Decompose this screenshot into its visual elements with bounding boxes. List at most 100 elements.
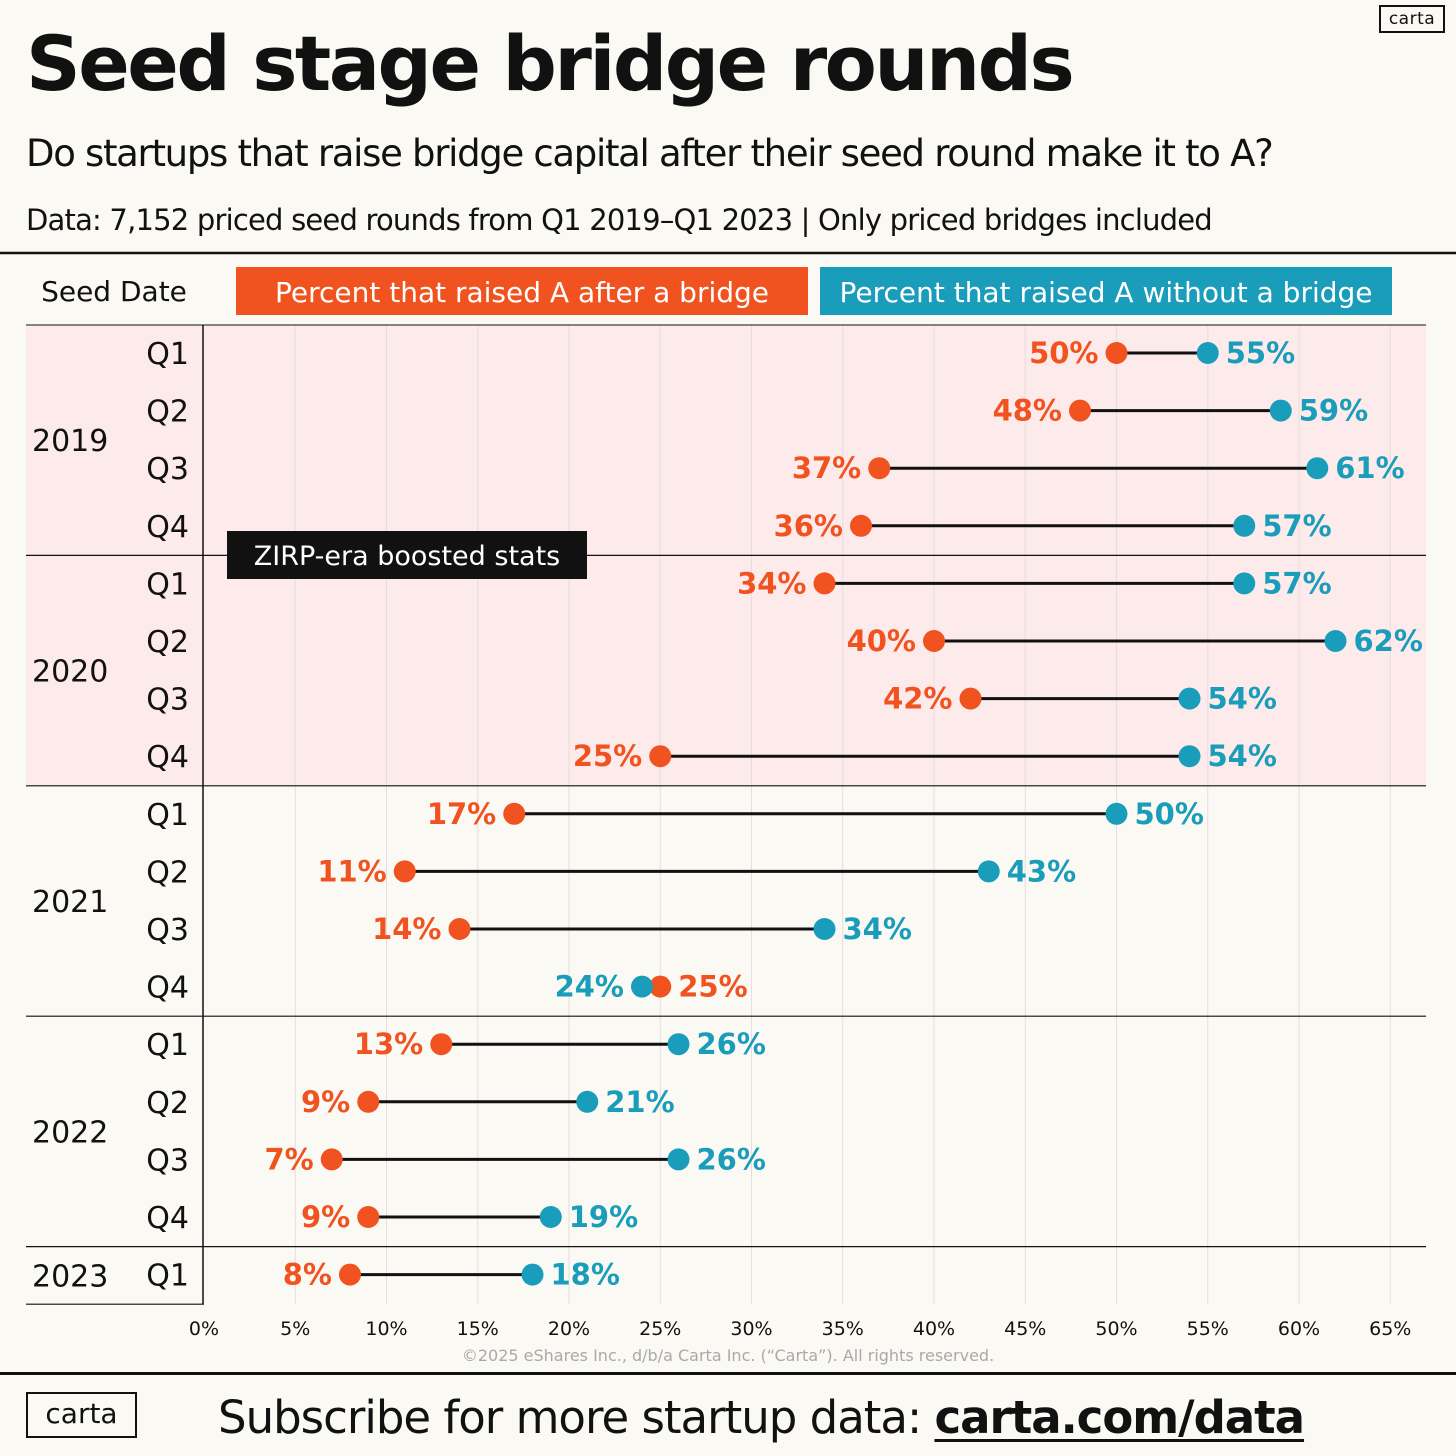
bridge-value-label: 13%	[354, 1027, 423, 1061]
bridge-value-label: 34%	[737, 566, 806, 600]
x-tick-label: 15%	[457, 1318, 499, 1340]
chart-marks: 50% 55% 48% 59% 37% 61% 36% 57% 34% 57% 40% 62% 42% 5…	[265, 336, 1423, 1292]
legend-no-bridge-label: Percent that raised A without a bridge	[839, 276, 1372, 309]
bridge-dot	[1105, 342, 1128, 364]
bridge-value-label: 11%	[317, 854, 386, 888]
no-bridge-value-label: 18%	[551, 1258, 620, 1292]
subscribe-link[interactable]: carta.com/data	[934, 1391, 1305, 1444]
x-tick-label: 0%	[189, 1318, 219, 1340]
no-bridge-dot	[1105, 802, 1128, 825]
no-bridge-value-label: 54%	[1208, 682, 1277, 716]
x-tick-label: 40%	[913, 1318, 955, 1340]
bridge-dot	[357, 1206, 380, 1228]
bridge-value-label: 8%	[283, 1258, 332, 1292]
quarter-label: Q3	[146, 452, 189, 487]
no-bridge-dot	[977, 860, 1000, 883]
bridge-value-label: 42%	[883, 682, 952, 716]
bridge-dot	[393, 860, 416, 883]
bridge-dot	[850, 514, 872, 537]
no-bridge-dot	[667, 1033, 690, 1056]
no-bridge-dot	[1196, 342, 1219, 364]
quarter-label: Q4	[146, 740, 189, 775]
no-bridge-dot	[1178, 687, 1201, 710]
no-bridge-value-label: 34%	[843, 912, 912, 946]
x-tick-label: 35%	[822, 1318, 864, 1340]
no-bridge-value-label: 55%	[1226, 336, 1295, 370]
quarter-label: Q2	[146, 855, 189, 890]
no-bridge-value-label: 50%	[1135, 797, 1204, 831]
year-label: 2023	[32, 1259, 108, 1294]
carta-logo-top: carta	[1379, 5, 1445, 33]
carta-logo-bottom: carta	[26, 1392, 137, 1438]
legend-bridge-label: Percent that raised A after a bridge	[275, 276, 769, 309]
no-bridge-dot	[1178, 745, 1201, 768]
x-tick-label: 55%	[1187, 1318, 1229, 1340]
year-label: 2021	[32, 885, 108, 920]
no-bridge-dot	[521, 1263, 544, 1286]
no-bridge-value-label: 19%	[569, 1200, 638, 1234]
zirp-annotation-box	[227, 531, 587, 579]
bridge-dot	[959, 687, 982, 710]
zirp-annotation-label: ZIRP-era boosted stats	[254, 541, 561, 572]
year-label: 2022	[32, 1115, 108, 1150]
bridge-value-label: 37%	[792, 451, 861, 485]
no-bridge-value-label: 61%	[1335, 451, 1404, 485]
bridge-dot	[503, 802, 526, 825]
year-label: 2019	[32, 424, 108, 459]
chart-title: Seed stage bridge rounds	[26, 19, 1075, 108]
no-bridge-dot	[631, 975, 653, 998]
no-bridge-value-label: 26%	[697, 1142, 766, 1176]
no-bridge-value-label: 59%	[1299, 394, 1368, 428]
bridge-value-label: 9%	[301, 1200, 350, 1234]
bridge-dot	[868, 457, 891, 480]
no-bridge-dot	[667, 1148, 690, 1171]
footer-rule	[0, 1372, 1456, 1375]
bridge-dot	[448, 918, 471, 940]
quarter-label: Q3	[146, 683, 189, 718]
bridge-dot	[649, 975, 672, 998]
legend-bridge-swatch	[236, 267, 808, 315]
bridge-dot	[813, 572, 836, 595]
bridge-value-label: 36%	[774, 509, 843, 543]
bridge-value-label: 40%	[847, 624, 916, 658]
no-bridge-dot	[1233, 514, 1256, 537]
legend: Percent that raised A after a bridge Per…	[236, 267, 1392, 315]
bridge-value-label: 14%	[372, 912, 441, 946]
bridge-dot	[1069, 399, 1091, 422]
no-bridge-value-label: 54%	[1208, 739, 1277, 773]
dumbbell-chart: Seed Date Percent that raised A after a …	[0, 251, 1456, 1340]
no-bridge-dot	[1306, 457, 1329, 480]
no-bridge-value-label: 26%	[697, 1027, 766, 1061]
bridge-value-label: 7%	[265, 1142, 314, 1176]
bridge-dot	[339, 1263, 361, 1286]
no-bridge-dot	[539, 1206, 562, 1228]
no-bridge-dot	[576, 1090, 599, 1113]
no-bridge-dot	[1233, 572, 1256, 595]
no-bridge-value-label: 21%	[605, 1085, 674, 1119]
x-tick-label: 65%	[1369, 1318, 1411, 1340]
bridge-dot	[320, 1148, 343, 1171]
x-tick-label: 20%	[548, 1318, 590, 1340]
copyright-notice: ©2025 eShares Inc., d/b/a Carta Inc. (“C…	[461, 1346, 995, 1365]
zirp-annotation: ZIRP-era boosted stats	[227, 531, 587, 579]
chart-subtitle: Do startups that raise bridge capital af…	[26, 132, 1274, 175]
bridge-value-label: 48%	[993, 394, 1062, 428]
quarter-label: Q1	[146, 1259, 189, 1294]
quarter-label: Q1	[146, 337, 189, 372]
no-bridge-dot	[813, 918, 836, 940]
no-bridge-value-label: 62%	[1354, 624, 1423, 658]
quarter-label: Q2	[146, 395, 189, 430]
subscribe-text: Subscribe for more startup data:	[218, 1391, 935, 1444]
bridge-dot	[357, 1090, 380, 1113]
x-tick-label: 5%	[280, 1318, 310, 1340]
quarter-label: Q4	[146, 510, 189, 545]
x-tick-label: 25%	[639, 1318, 681, 1340]
quarter-label: Q3	[146, 913, 189, 948]
x-axis-ticks: 0% 5% 10% 15% 20% 25% 30% 35% 40% 45% 50% 55% 60% 65%	[189, 1318, 1411, 1340]
bridge-value-label: 17%	[427, 797, 496, 831]
seed-date-header: Seed Date	[41, 275, 187, 308]
x-tick-label: 60%	[1278, 1318, 1320, 1340]
x-tick-label: 30%	[730, 1318, 772, 1340]
no-bridge-dot	[1324, 630, 1347, 652]
no-bridge-value-label: 57%	[1262, 509, 1331, 543]
